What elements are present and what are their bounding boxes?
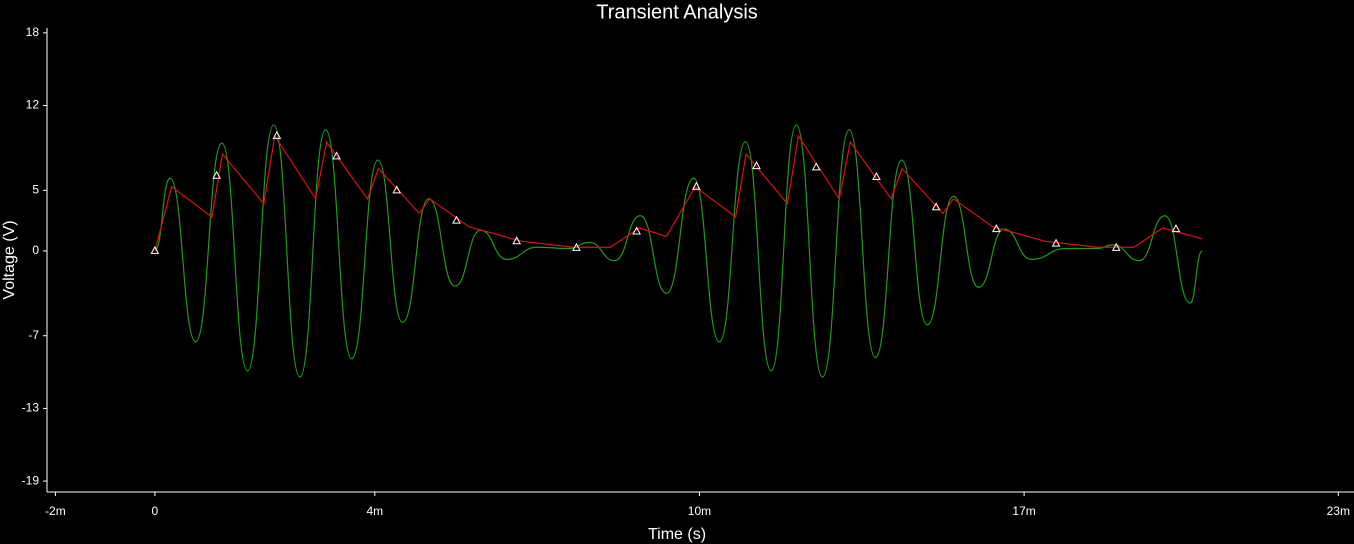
chart-title: Transient Analysis [596,1,758,23]
y-tick-label: 12 [26,98,40,112]
marker [1051,238,1061,247]
marker [572,242,581,251]
series-line [154,134,1203,252]
series-line [154,124,1203,378]
y-tick-label: 5 [32,183,39,197]
marker [992,224,1001,233]
marker [512,236,522,245]
marker [392,185,402,194]
y-tick-label: -7 [28,328,39,342]
marker [872,171,881,181]
y-tick-label: -13 [22,401,40,415]
x-axis-label: Time (s) [648,526,706,543]
x-tick-label: -2m [45,504,66,518]
x-tick-label: 10m [688,504,711,518]
marker [212,170,221,179]
y-tick-label: 18 [26,25,40,39]
marker [931,202,941,211]
marker [752,161,761,170]
x-tick-label: 0 [152,504,159,518]
marker [1111,242,1121,251]
y-axis-label: Voltage (V) [1,220,18,299]
marker [632,226,641,235]
marker [332,151,341,160]
marker [150,245,160,254]
marker [811,162,821,171]
marker [452,215,461,224]
x-tick-label: 23m [1327,504,1350,518]
x-tick-label: 4m [366,504,383,518]
y-tick-label: -19 [22,473,40,487]
y-tick-label: 0 [32,243,39,257]
x-tick-label: 17m [1012,504,1035,518]
marker [691,181,701,190]
marker [1171,224,1181,233]
marker [272,130,282,139]
